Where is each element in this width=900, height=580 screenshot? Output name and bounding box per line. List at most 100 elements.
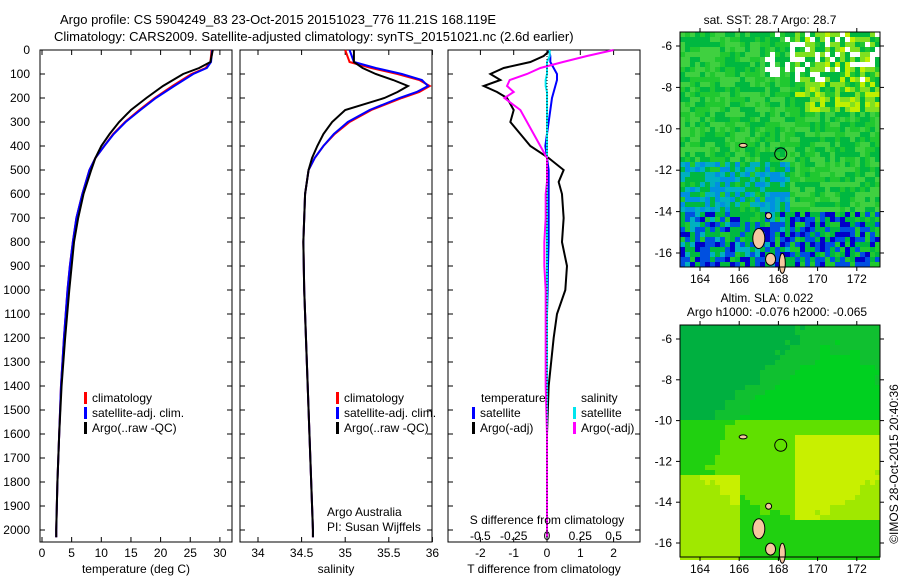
map-cell <box>840 475 845 480</box>
map-cell <box>870 530 875 535</box>
map-cell <box>770 525 775 530</box>
map-cell <box>820 172 825 177</box>
map-cell <box>775 177 780 182</box>
map-cell <box>760 500 765 505</box>
map-cell <box>775 217 780 222</box>
map-cell <box>685 390 690 395</box>
map-cell <box>760 207 765 212</box>
map-cell <box>775 345 780 350</box>
map-cell <box>755 550 760 555</box>
map-cell <box>835 415 840 420</box>
map-cell <box>795 440 800 445</box>
map-cell <box>760 37 765 42</box>
map-cell <box>830 385 835 390</box>
map-cell <box>720 107 725 112</box>
map-cell <box>715 62 720 67</box>
map-cell <box>805 132 810 137</box>
map-cell <box>815 242 820 247</box>
map-cell <box>745 87 750 92</box>
map-cell <box>695 242 700 247</box>
map-cell <box>695 42 700 47</box>
map-cell <box>700 197 705 202</box>
map-cell <box>730 217 735 222</box>
map-cell <box>800 127 805 132</box>
map-cell <box>725 232 730 237</box>
map-cell <box>740 72 745 77</box>
map-cell <box>750 192 755 197</box>
x-tick-label: 30 <box>213 546 227 560</box>
map-cell <box>680 455 685 460</box>
map-cell <box>790 162 795 167</box>
x-tick-label: 34 <box>251 546 265 560</box>
map-cell <box>830 52 835 57</box>
map-cell <box>850 395 855 400</box>
map-cell <box>730 127 735 132</box>
map-cell <box>700 227 705 232</box>
map-cell <box>705 380 710 385</box>
map-cell <box>800 47 805 52</box>
map-cell <box>685 465 690 470</box>
map-cell <box>770 470 775 475</box>
map-cell <box>690 77 695 82</box>
map-cell <box>815 550 820 555</box>
map-cell <box>800 112 805 117</box>
map-cell <box>680 490 685 495</box>
map-cell <box>815 495 820 500</box>
map-cell <box>870 137 875 142</box>
map-cell <box>790 62 795 67</box>
map-cell <box>705 62 710 67</box>
map-cell <box>695 112 700 117</box>
map-cell <box>865 340 870 345</box>
map-cell <box>745 132 750 137</box>
map-cell <box>850 410 855 415</box>
map-cell <box>730 345 735 350</box>
map-cell <box>755 475 760 480</box>
map-cell <box>765 222 770 227</box>
map-cell <box>780 490 785 495</box>
map-cell <box>810 147 815 152</box>
map-cell <box>865 500 870 505</box>
map-cell <box>725 455 730 460</box>
map-cell <box>765 480 770 485</box>
map-cell <box>730 47 735 52</box>
map-cell <box>805 227 810 232</box>
map-cell <box>825 207 830 212</box>
map-cell <box>710 192 715 197</box>
map-cell <box>775 380 780 385</box>
map-cell <box>730 355 735 360</box>
map-cell <box>830 400 835 405</box>
map-cell <box>755 495 760 500</box>
map-cell <box>775 470 780 475</box>
map-cell <box>740 77 745 82</box>
map-cell <box>830 355 835 360</box>
map-cell <box>875 525 880 530</box>
map-cell <box>850 340 855 345</box>
map-cell <box>770 187 775 192</box>
map-cell <box>695 500 700 505</box>
map-cell <box>735 187 740 192</box>
map-cell <box>840 162 845 167</box>
map-cell <box>820 182 825 187</box>
map-cell <box>790 197 795 202</box>
map-cell <box>840 252 845 257</box>
map-cell <box>750 420 755 425</box>
map-cell <box>840 187 845 192</box>
map-cell <box>745 520 750 525</box>
map-cell <box>775 375 780 380</box>
map-cell <box>705 520 710 525</box>
map-cell <box>775 395 780 400</box>
map-cell <box>715 52 720 57</box>
map-cell <box>860 425 865 430</box>
map-cell <box>850 440 855 445</box>
map-cell <box>875 262 880 267</box>
map-cell <box>720 450 725 455</box>
map-cell <box>715 500 720 505</box>
y-tick-label: 0 <box>23 43 30 57</box>
map-cell <box>745 172 750 177</box>
map-cell <box>870 420 875 425</box>
map-cell <box>865 122 870 127</box>
map-cell <box>855 380 860 385</box>
map-cell <box>830 440 835 445</box>
map-cell <box>855 510 860 515</box>
map-cell <box>760 162 765 167</box>
